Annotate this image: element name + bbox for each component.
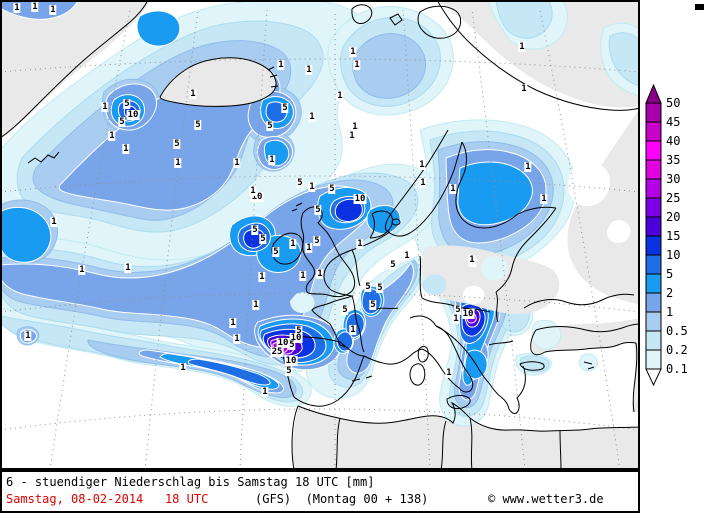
central-spots	[290, 256, 508, 313]
legend-label: 30	[666, 172, 680, 186]
legend-label: 50	[666, 96, 680, 110]
copyright-text: © www.wetter3.de	[488, 492, 604, 506]
legend-label: 0.2	[666, 343, 688, 357]
precipitation-map: 1 1 1 1 5 10 5 1 1 1 5 5 1 1 5 5 1 1 1 1 1 1 1 1 1 1 1 1 1 1 1 5 1 5 10 10 1…	[0, 0, 640, 470]
valid-time-text: Samstag, 08-02-2014 18 UTC	[6, 492, 209, 506]
legend-label: 25	[666, 191, 680, 205]
legend-cell	[645, 159, 662, 180]
legend-cell	[645, 330, 662, 351]
coastlines	[0, 0, 640, 470]
legend-label: 0.1	[666, 362, 688, 376]
weather-map-svg	[0, 0, 640, 470]
legend-cell	[645, 216, 662, 237]
legend-label: 2	[666, 286, 673, 300]
legend-cell	[645, 349, 662, 370]
legend-cell	[645, 292, 662, 313]
map-title-box: 6 - stuendiger Niederschlag bis Samstag …	[0, 470, 640, 513]
legend-label: 35	[666, 153, 680, 167]
legend-label: 15	[666, 229, 680, 243]
legend-cell	[645, 140, 662, 161]
legend-cell	[645, 102, 662, 123]
trace-patches	[462, 161, 631, 304]
legend-triangle	[645, 83, 662, 104]
map-title: 6 - stuendiger Niederschlag bis Samstag …	[6, 475, 375, 489]
legend-label: 20	[666, 210, 680, 224]
legend-label: 10	[666, 248, 680, 262]
legend-cell	[645, 254, 662, 275]
legend-cell	[645, 311, 662, 332]
lat-lon-grid	[0, 9, 640, 470]
legend-label: 5	[666, 267, 673, 281]
model-run-text: (GFS) (Montag 00 + 138)	[255, 492, 429, 506]
legend-cell	[645, 178, 662, 199]
legend-triangle	[645, 368, 662, 387]
legend-label: 40	[666, 134, 680, 148]
legend-cell	[645, 273, 662, 294]
legend-cell	[645, 197, 662, 218]
corner-mark	[695, 4, 704, 10]
legend-cell	[645, 121, 662, 142]
map-border	[0, 0, 640, 470]
legend-label: 45	[666, 115, 680, 129]
legend-label: 1	[666, 305, 673, 319]
legend-cell	[645, 235, 662, 256]
legend-label: 0.5	[666, 324, 688, 338]
